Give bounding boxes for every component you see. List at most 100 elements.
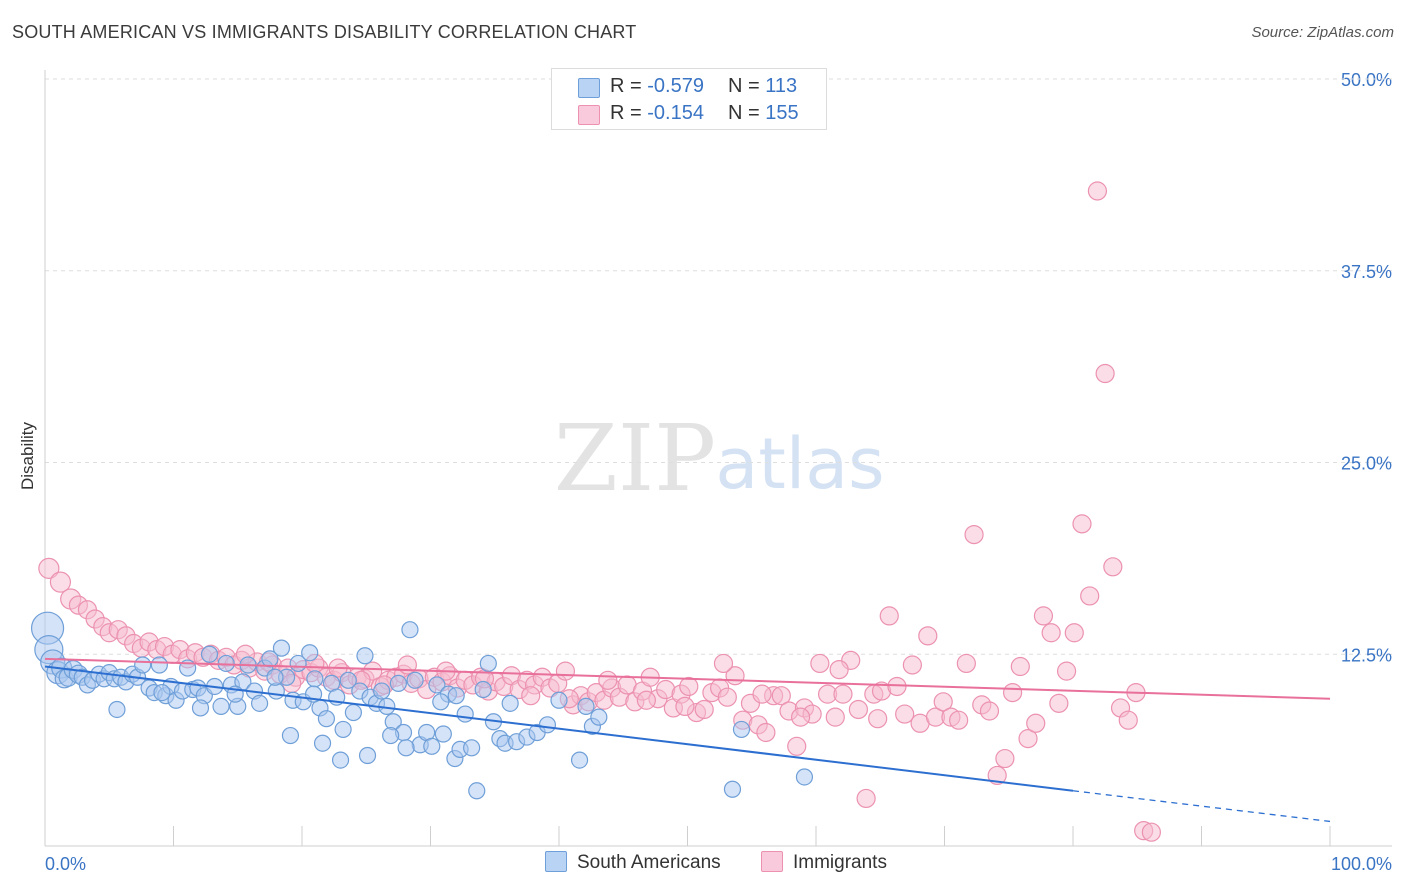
point-south-americans — [191, 699, 210, 717]
point-south-americans — [590, 708, 608, 726]
legend-swatch-immigrants — [761, 851, 783, 872]
point-immigrants — [717, 687, 737, 707]
point-immigrants — [829, 659, 849, 680]
point-south-americans — [570, 751, 589, 769]
n-label: N = — [728, 75, 760, 97]
point-immigrants — [1041, 623, 1061, 643]
point-south-americans — [339, 671, 357, 689]
point-immigrants — [1103, 557, 1123, 577]
point-immigrants — [1095, 363, 1115, 384]
point-immigrants — [598, 670, 618, 690]
point-immigrants — [1072, 514, 1092, 534]
point-south-americans — [281, 726, 300, 745]
legend-label-south-americans: South Americans — [577, 852, 721, 873]
chart-title: SOUTH AMERICAN VS IMMIGRANTS DISABILITY … — [12, 22, 637, 42]
watermark-atlas: atlas — [715, 423, 884, 505]
point-south-americans — [306, 670, 324, 688]
r-label: R = — [610, 102, 642, 124]
point-immigrants — [1018, 729, 1038, 749]
point-immigrants — [675, 696, 695, 717]
point-south-americans — [317, 710, 336, 728]
point-south-americans — [447, 687, 465, 705]
point-south-americans — [468, 782, 486, 800]
series-legend: South Americans Immigrants — [0, 848, 1406, 878]
point-immigrants — [1141, 822, 1161, 842]
point-south-americans — [250, 694, 269, 712]
point-immigrants — [1033, 606, 1054, 626]
point-immigrants — [868, 709, 888, 729]
point-south-americans — [406, 671, 424, 689]
point-immigrants — [933, 692, 953, 712]
point-immigrants — [879, 606, 899, 626]
y-axis-label: Disability — [18, 421, 37, 490]
point-immigrants — [555, 661, 576, 681]
point-south-americans — [331, 751, 350, 769]
point-south-americans — [732, 720, 751, 739]
point-south-americans — [463, 739, 481, 757]
point-immigrants — [949, 710, 969, 730]
point-immigrants — [979, 701, 1000, 721]
point-immigrants — [787, 736, 807, 756]
legend-swatch-blue — [578, 78, 600, 98]
point-south-americans — [428, 676, 446, 694]
legend-swatch-south-americans — [545, 851, 567, 872]
point-south-americans — [261, 650, 279, 668]
point-south-americans — [432, 693, 450, 711]
watermark-zip: ZIP — [554, 405, 716, 512]
point-immigrants — [956, 653, 976, 674]
point-south-americans — [550, 691, 568, 709]
point-south-americans — [795, 768, 814, 786]
n-stat: N = 155 — [728, 102, 799, 125]
point-south-americans — [200, 645, 219, 663]
r-label: R = — [610, 75, 642, 97]
r-value: -0.154 — [647, 102, 704, 124]
y-tick-label: 25.0% — [1341, 454, 1392, 474]
point-immigrants — [49, 571, 72, 593]
point-south-americans — [397, 739, 415, 757]
point-south-americans — [334, 720, 352, 739]
x-tick-label: 0.0% — [45, 854, 86, 874]
point-immigrants — [752, 684, 772, 704]
point-south-americans — [389, 674, 407, 692]
point-immigrants — [1026, 713, 1046, 733]
point-immigrants — [810, 653, 830, 674]
point-south-americans — [212, 697, 230, 716]
n-value: 113 — [765, 75, 798, 97]
r-value: -0.579 — [647, 75, 704, 97]
point-immigrants — [1064, 623, 1084, 643]
point-immigrants — [636, 690, 656, 710]
point-immigrants — [713, 653, 734, 674]
legend-label-immigrants: Immigrants — [793, 852, 887, 873]
point-immigrants — [1049, 693, 1069, 713]
point-south-americans — [108, 700, 126, 719]
point-south-americans — [272, 639, 291, 657]
point-south-americans — [723, 780, 742, 798]
point-south-americans — [479, 654, 497, 673]
y-tick-label: 37.5% — [1341, 262, 1392, 282]
point-south-americans — [456, 705, 474, 723]
point-south-americans — [401, 621, 419, 639]
point-immigrants — [987, 765, 1007, 786]
source-label: Source: ZipAtlas.com — [1251, 24, 1394, 41]
point-south-americans — [373, 682, 391, 700]
point-south-americans — [358, 746, 377, 765]
point-south-americans — [538, 716, 557, 734]
legend-swatch-pink — [578, 105, 600, 125]
point-immigrants — [1056, 661, 1077, 681]
point-immigrants — [918, 626, 938, 646]
r-stat: R = -0.154 — [610, 102, 704, 125]
point-immigrants — [1118, 710, 1138, 730]
point-immigrants — [995, 748, 1015, 769]
point-south-americans — [150, 656, 168, 674]
point-south-americans — [301, 644, 319, 662]
point-south-americans — [134, 656, 152, 674]
n-label: N = — [728, 102, 760, 124]
point-immigrants — [902, 655, 922, 675]
point-immigrants — [856, 788, 876, 809]
point-immigrants — [790, 707, 811, 727]
n-value: 155 — [765, 102, 799, 124]
n-stat: N = 113 — [728, 75, 797, 98]
point-immigrants — [848, 699, 869, 720]
point-south-americans — [474, 680, 492, 699]
